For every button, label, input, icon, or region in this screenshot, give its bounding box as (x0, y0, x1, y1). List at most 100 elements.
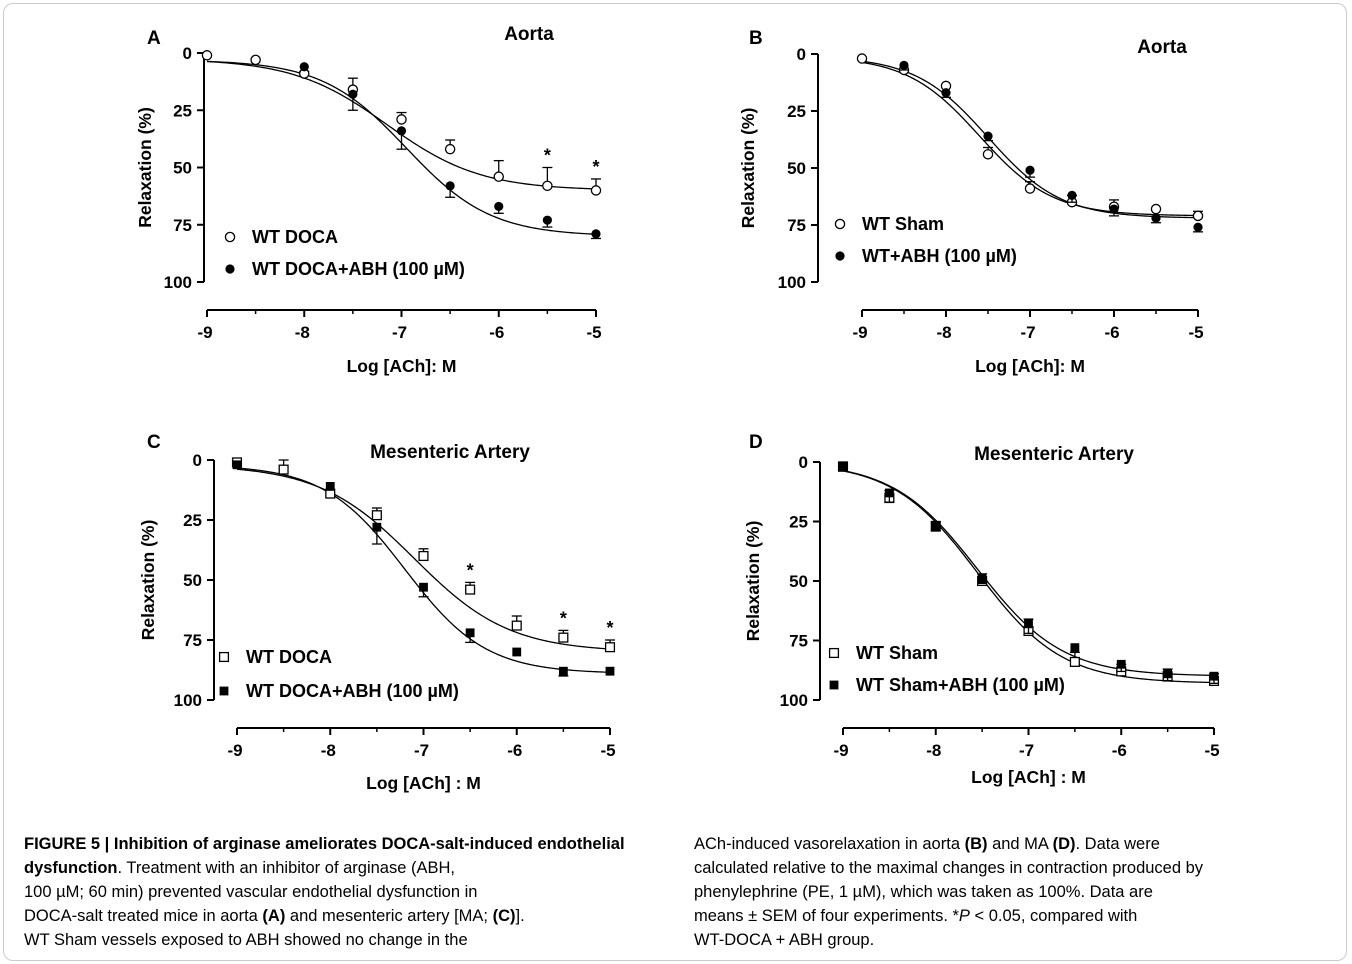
data-point-filled-circle (983, 131, 993, 141)
y-tick-label: 75 (789, 632, 808, 651)
data-point-open-circle (444, 143, 456, 155)
data-point-open-circle (493, 171, 504, 182)
data-point-open-square (828, 647, 840, 659)
caption-text: phenylephrine (PE, 1 µM), which was take… (694, 883, 1153, 901)
x-tick-label: -6 (489, 323, 504, 342)
panel-letter: D (749, 432, 763, 453)
data-point-filled-circle (941, 88, 951, 98)
x-tick-label: -6 (507, 741, 522, 760)
x-tick-label: -5 (1188, 323, 1203, 342)
caption-line: FIGURE 5 | Inhibition of arginase amelio… (24, 832, 644, 880)
panel-a-chart: 0 25 50 75 100 -9 -8 -7 -6 -5 Log [ACh]: M Relaxati… (135, 24, 602, 376)
y-axis-label: Relaxation (%) (135, 107, 155, 228)
panel-letter: A (147, 28, 161, 49)
data-point-filled-circle (899, 60, 909, 70)
data-point-open-circle (834, 218, 846, 230)
data-point-filled-square (558, 666, 568, 676)
legend-label: WT DOCA (252, 227, 338, 247)
y-tick-label: 0 (183, 44, 192, 63)
data-point-filled-square (232, 460, 242, 470)
data-point-filled-square (372, 522, 382, 532)
caption-panel-ref: (B) (964, 835, 988, 853)
caption-text: < 0.05, compared with (969, 907, 1138, 925)
data-point-open-square (371, 510, 382, 521)
y-tick-label: 100 (164, 273, 192, 292)
data-point-open-circle (590, 185, 602, 196)
x-tick-label: -7 (1020, 323, 1035, 342)
x-axis-label: Log [ACh] : M (971, 767, 1086, 787)
legend-label: WT Sham (856, 643, 938, 663)
data-point-open-square (278, 464, 289, 475)
chart-title: Aorta (1137, 37, 1187, 58)
data-point-filled-circle (494, 201, 504, 212)
caption-text: and mesenteric artery [MA; (285, 907, 493, 925)
y-tick-label: 50 (183, 571, 202, 590)
x-tick-label: -8 (936, 323, 951, 342)
data-point-open-circle (250, 54, 261, 66)
significance-asterisk: * (592, 157, 599, 177)
caption-line: calculated relative to the maximal chang… (694, 856, 1334, 880)
caption-line: WT Sham vessels exposed to ABH showed no… (24, 928, 644, 952)
fit-curve (861, 60, 1199, 219)
y-tick-label: 50 (787, 159, 806, 178)
data-point-filled-square (931, 521, 941, 531)
y-tick-label: 25 (789, 513, 808, 532)
figure-frame (3, 3, 1347, 961)
x-tick-label: -9 (197, 323, 212, 342)
data-point-open-square (1069, 656, 1080, 667)
y-tick-label: 25 (173, 101, 192, 120)
x-tick-label: -6 (1104, 323, 1119, 342)
data-point-open-circle (982, 149, 994, 160)
data-point-filled-circle (1151, 213, 1161, 223)
caption-text: . Treatment with an inhibitor of arginas… (117, 859, 456, 877)
data-point-open-square (558, 632, 569, 643)
data-point-open-circle (224, 231, 236, 243)
data-point-filled-circle (1025, 165, 1035, 175)
chart-title: Mesenteric Artery (370, 442, 530, 463)
data-point-open-circle (856, 53, 868, 64)
y-tick-label: 75 (173, 216, 192, 235)
x-tick-label: -7 (392, 323, 407, 342)
data-point-filled-circle (348, 89, 358, 99)
data-point-open-circle (1192, 210, 1204, 222)
data-point-filled-square (465, 628, 475, 638)
caption-panel-ref: (C) (492, 907, 516, 925)
data-point-filled-square (884, 488, 894, 498)
caption-line: phenylephrine (PE, 1 µM), which was take… (694, 880, 1334, 904)
caption-panel-ref: (A) (262, 907, 286, 925)
data-point-filled-square (977, 574, 987, 584)
caption-line: 100 µM; 60 min) prevented vascular endot… (24, 880, 644, 904)
caption-text: ]. (515, 907, 525, 925)
y-tick-label: 50 (789, 572, 808, 591)
x-tick-label: -9 (852, 323, 867, 342)
panel-letter: B (749, 28, 763, 49)
data-point-filled-square (838, 462, 848, 472)
y-tick-label: 25 (183, 511, 202, 530)
x-tick-label: -7 (414, 741, 429, 760)
caption-line: means ± SEM of four experiments. *P < 0.… (694, 904, 1334, 928)
caption-text: DOCA-salt treated mice in aorta (24, 907, 263, 925)
data-point-filled-circle (1109, 204, 1119, 214)
data-point-filled-square (605, 666, 615, 676)
x-tick-label: -9 (227, 741, 242, 760)
y-axis-label: Relaxation (%) (738, 108, 758, 229)
panel-b-chart: 0 25 50 75 100 -9 -8 -7 -6 -5 Log [ACh]: M Relaxati… (738, 28, 1204, 376)
caption-left: FIGURE 5 | Inhibition of arginase amelio… (24, 832, 644, 952)
data-point-filled-square (1116, 659, 1126, 669)
fit-curve (236, 468, 611, 650)
caption-panel-ref: (D) (1052, 835, 1076, 853)
figure-label: FIGURE 5 | Inhibition of arginase amelio… (24, 835, 625, 877)
caption-text: means ± SEM of four experiments. * (694, 907, 959, 925)
data-point-open-square (218, 651, 230, 663)
panel-c-chart: 0 25 50 75 100 -9 -8 -7 -6 -5 Log [ACh] : M Relaxat… (138, 432, 616, 793)
x-axis-label: Log [ACh]: M (347, 356, 457, 376)
significance-asterisk: * (467, 560, 474, 580)
caption-text: P (958, 907, 970, 925)
data-point-filled-square (512, 647, 522, 657)
significance-asterisk: * (560, 608, 567, 628)
caption-text: WT Sham vessels exposed to ABH showed no… (24, 931, 468, 949)
panel-letter: C (147, 432, 161, 453)
y-tick-label: 100 (778, 273, 806, 292)
caption-text: ACh-induced vasorelaxation in aorta (694, 835, 965, 853)
legend-label: WT Sham (862, 214, 944, 234)
